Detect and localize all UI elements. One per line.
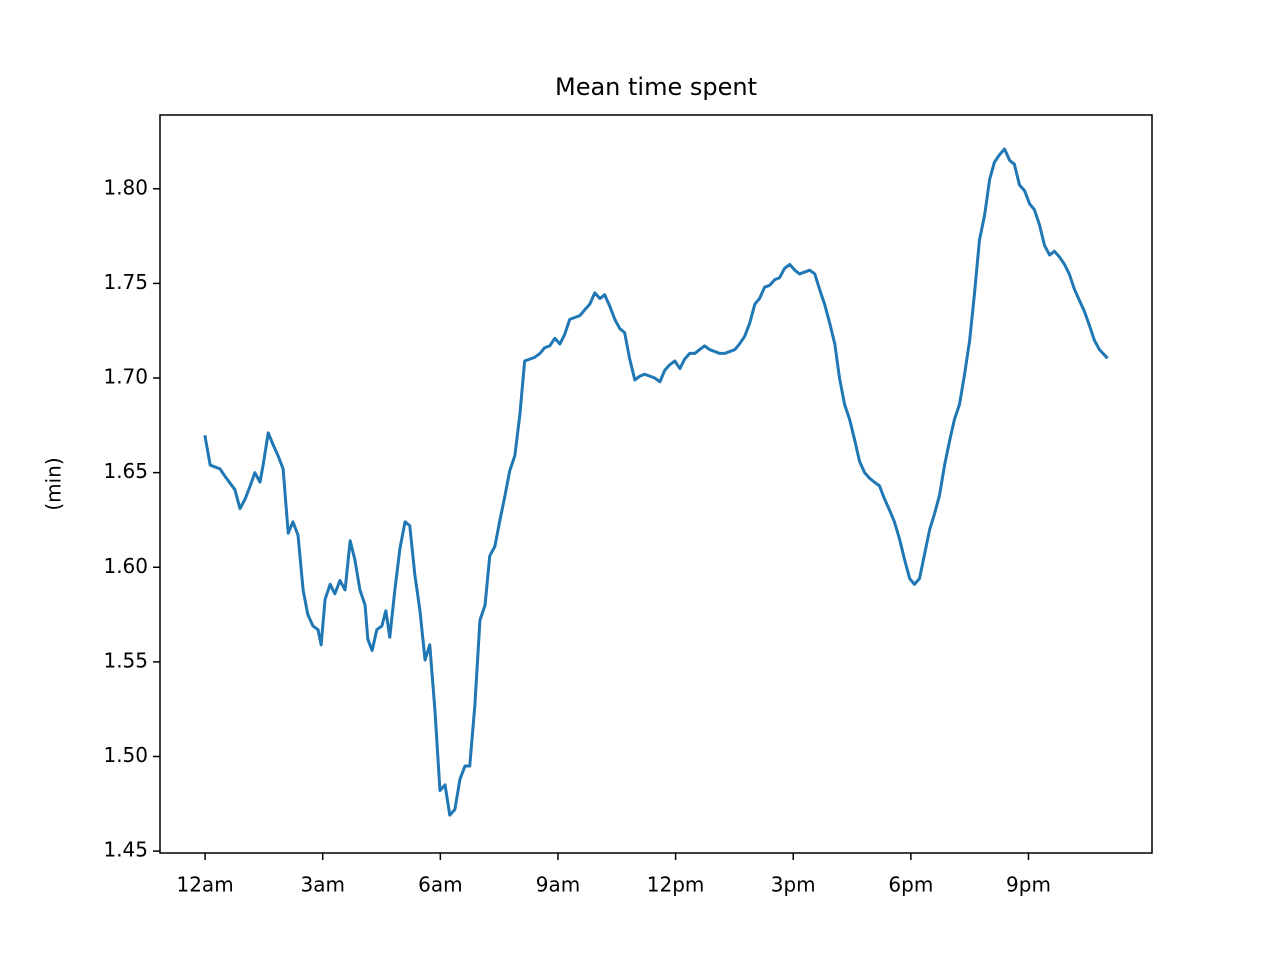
data-line [203, 147, 1109, 817]
y-tick-label: 1.55 [103, 648, 148, 672]
y-axis-label: (min) [42, 457, 66, 510]
x-tick-label: 3pm [771, 873, 816, 897]
x-tick-label: 12am [176, 873, 233, 897]
y-tick-label: 1.65 [103, 459, 148, 483]
x-tick-label: 6am [418, 873, 462, 897]
x-tick-label: 9pm [1006, 873, 1051, 897]
x-tick-label: 6pm [888, 873, 933, 897]
chart-title: Mean time spent [555, 73, 757, 101]
plot-frame [159, 114, 1153, 854]
y-tick-label: 1.50 [103, 743, 148, 767]
y-tick-label: 1.60 [103, 554, 148, 578]
x-tick-label: 3am [300, 873, 344, 897]
x-tick-label: 12pm [647, 873, 705, 897]
y-tick-label: 1.75 [103, 270, 148, 294]
y-tick-label: 1.80 [103, 175, 148, 199]
y-tick-label: 1.45 [103, 838, 148, 862]
y-tick-label: 1.70 [103, 365, 148, 389]
x-tick-label: 9am [536, 873, 580, 897]
